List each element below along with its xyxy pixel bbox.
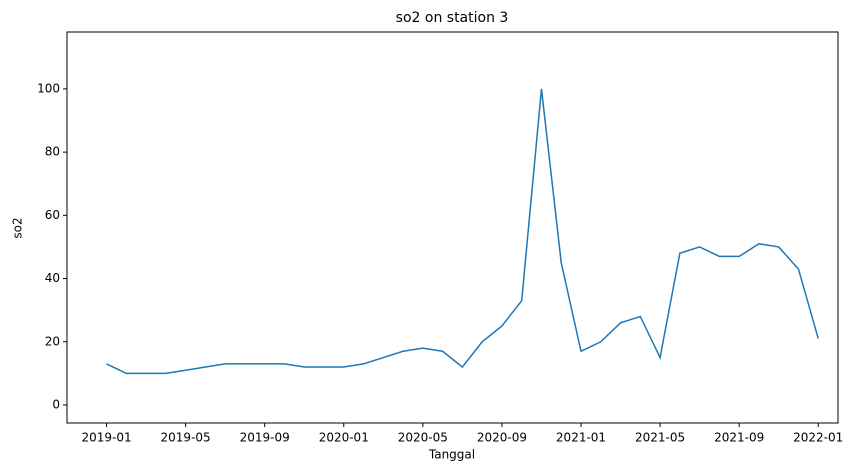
y-tick-label: 0 xyxy=(52,397,60,411)
x-tick-label: 2021-01 xyxy=(556,431,606,445)
x-tick-label: 2020-09 xyxy=(477,431,527,445)
y-axis-label: so2 xyxy=(11,217,25,238)
x-tick-label: 2021-05 xyxy=(635,431,685,445)
x-tick-label: 2019-01 xyxy=(81,431,131,445)
y-tick-label: 40 xyxy=(45,271,60,285)
chart-title: so2 on station 3 xyxy=(396,10,509,26)
x-tick-label: 2020-05 xyxy=(398,431,448,445)
x-tick-label: 2021-09 xyxy=(714,431,764,445)
y-tick-label: 80 xyxy=(45,145,60,159)
x-tick-label: 2019-05 xyxy=(161,431,211,445)
x-tick-label: 2020-01 xyxy=(319,431,369,445)
y-tick-label: 60 xyxy=(45,208,60,222)
x-tick-label: 2022-01 xyxy=(793,431,843,445)
plot-frame xyxy=(66,31,839,424)
x-tick-label: 2019-09 xyxy=(240,431,290,445)
data-line xyxy=(106,88,819,375)
y-tick-label: 20 xyxy=(45,334,60,348)
x-axis-label: Tanggal xyxy=(428,448,475,462)
y-tick-label: 100 xyxy=(37,81,60,95)
